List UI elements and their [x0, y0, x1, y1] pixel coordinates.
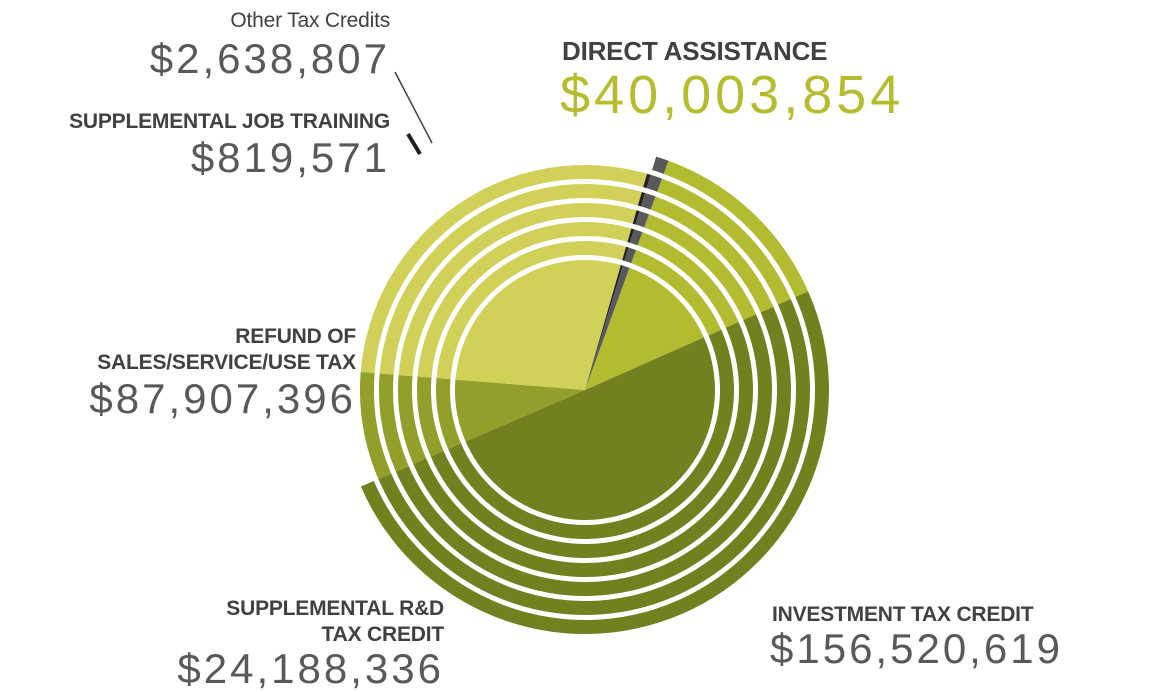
job-training-label: SUPPLEMENTAL JOB TRAINING — [69, 110, 390, 133]
rd-value: $24,188,336 — [177, 645, 444, 692]
other-tax-credits-leader-line — [394, 71, 433, 144]
slice-direct-assistance — [585, 160, 809, 390]
refund-label-line2: SALES/SERVICE/USE TAX — [97, 351, 356, 374]
rd-label-line1: SUPPLEMENTAL R&D — [226, 597, 444, 620]
slice-investment-tax-credit — [360, 291, 830, 635]
refund-label-line1: REFUND OF — [235, 325, 356, 348]
job-training-value: $819,571 — [190, 134, 390, 181]
slice-supplemental-r-d-tax-credit — [359, 371, 585, 479]
job-training-leader-line — [406, 132, 422, 156]
slice-refund-of-sales-service-use-tax — [360, 165, 648, 390]
investment-value: $156,520,619 — [770, 625, 1063, 672]
rd-label-line2: TAX CREDIT — [321, 623, 445, 646]
pie-slices — [359, 156, 830, 635]
direct-assistance-label: DIRECT ASSISTANCE — [562, 36, 828, 66]
other-tax-credits-label: Other Tax Credits — [230, 9, 390, 32]
other-tax-credits-value: $2,638,807 — [149, 35, 390, 82]
refund-value: $87,907,396 — [89, 375, 356, 422]
investment-label: INVESTMENT TAX CREDIT — [772, 603, 1034, 626]
slice-other-tax-credits — [585, 156, 669, 390]
slice-supplemental-job-training — [585, 173, 651, 390]
direct-assistance-value: $40,003,854 — [560, 65, 905, 125]
